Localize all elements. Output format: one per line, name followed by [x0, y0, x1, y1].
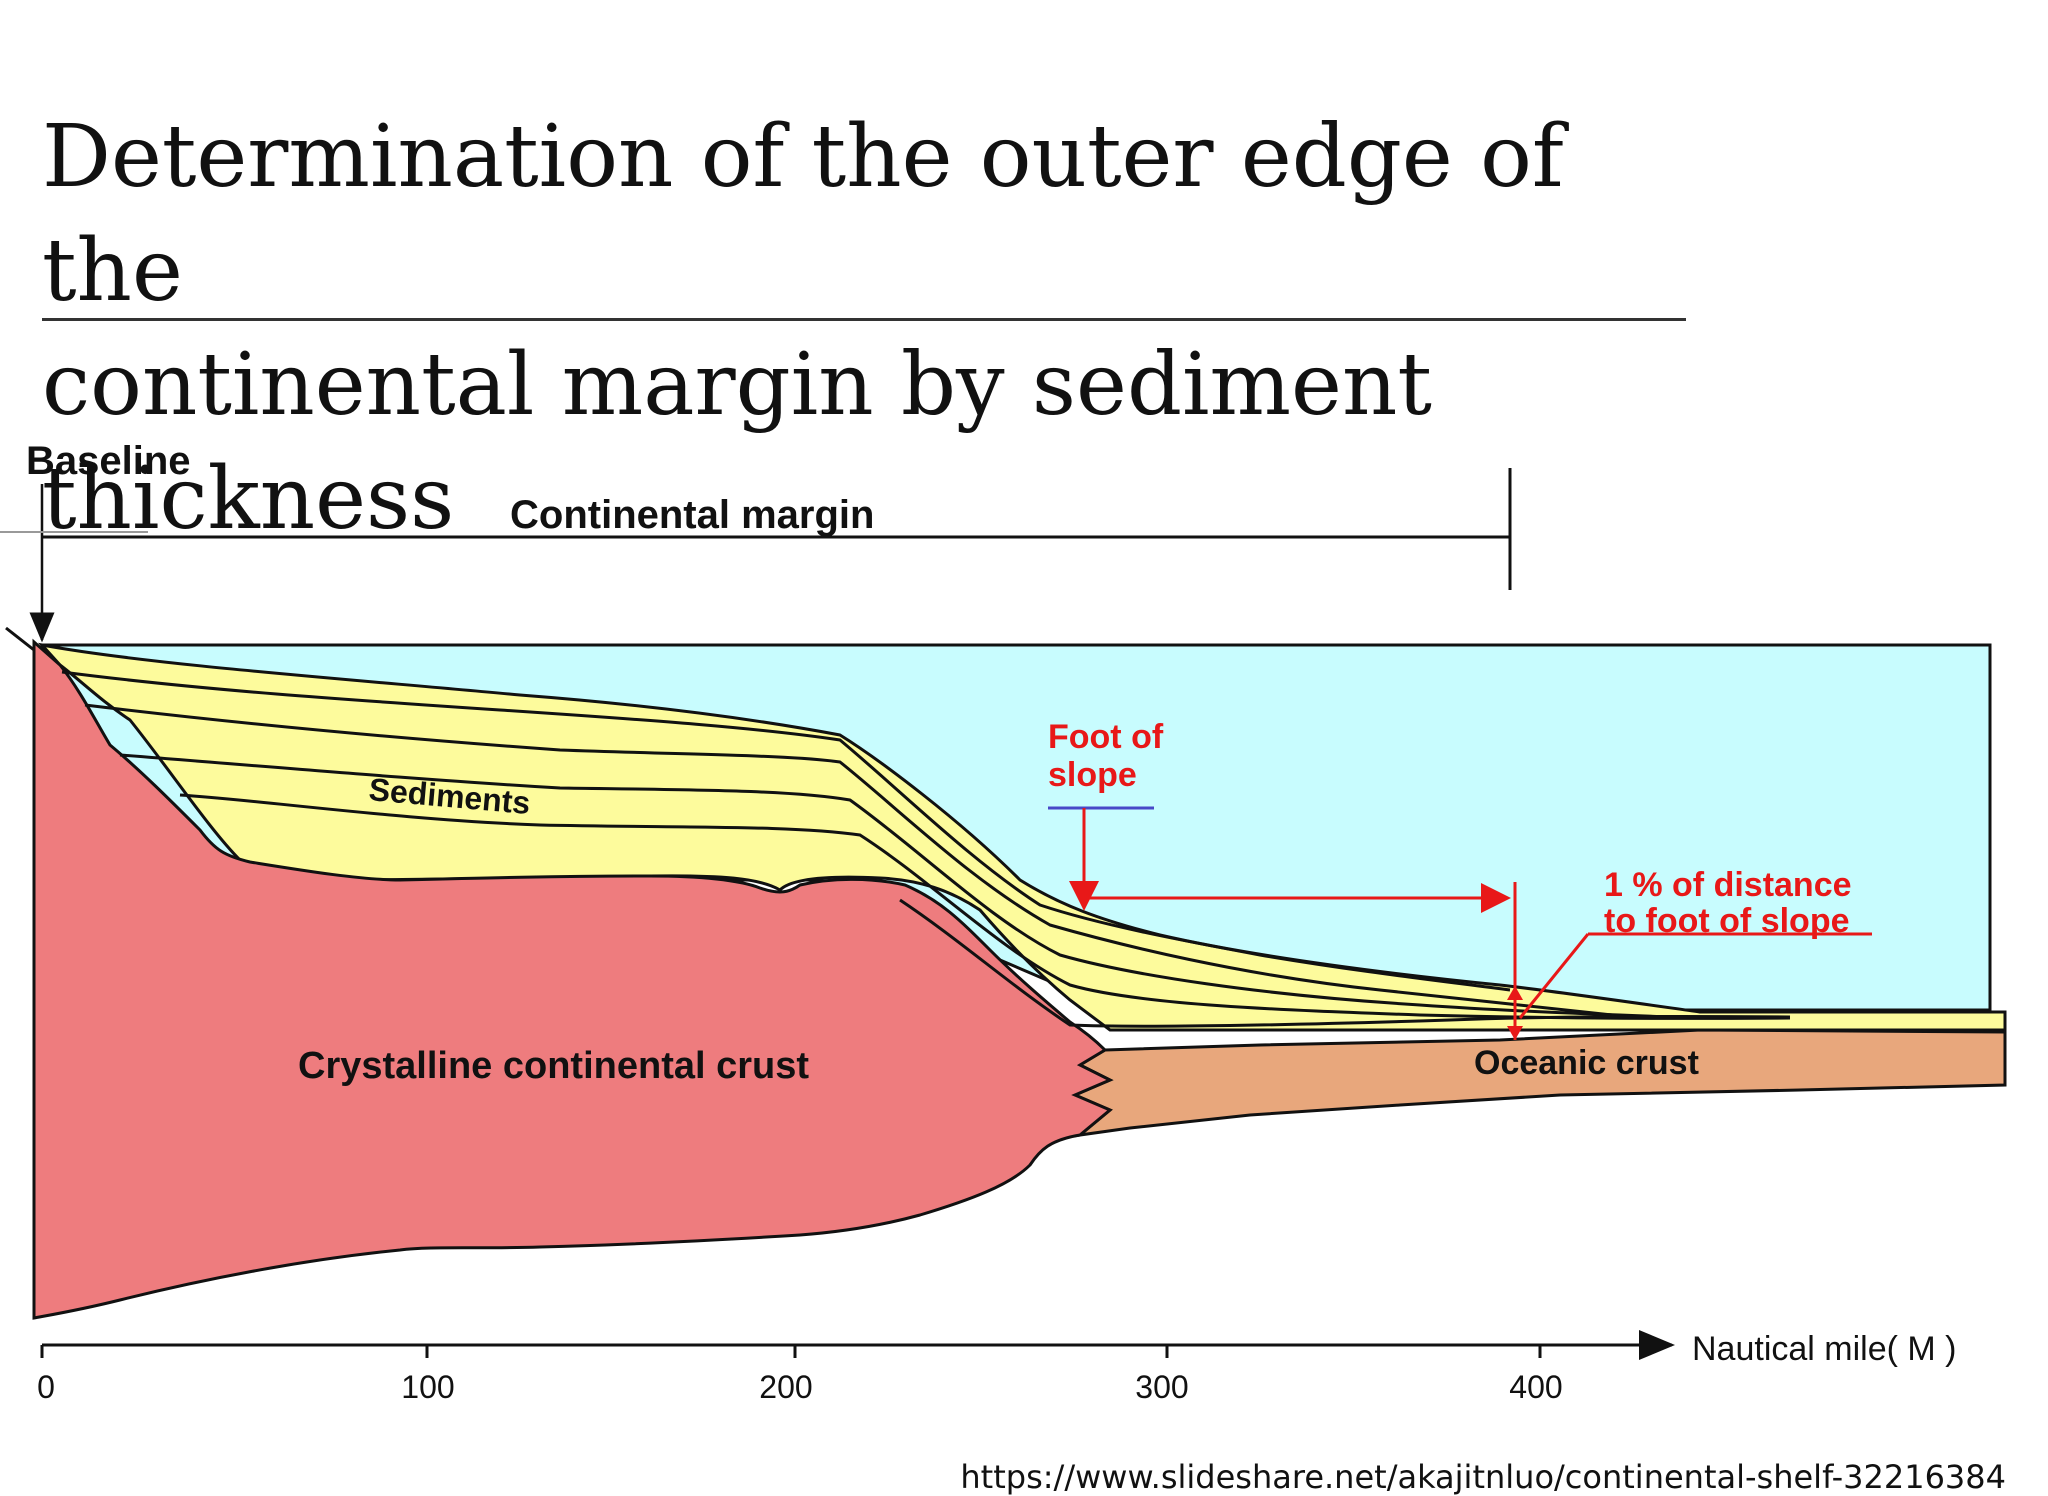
slide-title: Determination of the outer edge of the c… [42, 100, 1682, 556]
foot-of-slope-label-line-2: slope [1048, 756, 1137, 794]
continental-margin-label: Continental margin [510, 493, 874, 537]
sediment-layer-line-2 [84, 703, 1641, 1020]
x-tick-label-200: 200 [759, 1369, 812, 1405]
x-tick-label-100: 100 [401, 1369, 454, 1405]
foot-of-slope-label-line-1: Foot of [1048, 718, 1164, 756]
thickness-arrow-head-down [1507, 1026, 1523, 1040]
thickness-arrow-head-up [1507, 986, 1523, 1000]
sediment-layer-lines [61, 670, 1791, 1028]
title-underline [42, 318, 1686, 321]
x-tick-label-0: 0 [37, 1369, 55, 1405]
x-tick-label-400: 400 [1509, 1369, 1562, 1405]
one-percent-label-line-1: 1 % of distance [1604, 866, 1852, 904]
x-tick-label-300: 300 [1135, 1369, 1188, 1405]
sediment-layer-line-3 [119, 753, 1701, 1020]
coast-stub-line [5, 626, 35, 652]
oceanic-crust-label: Oceanic crust [1474, 1044, 1699, 1082]
crystalline-crust-label: Crystalline continental crust [298, 1045, 809, 1087]
title-line-1: Determination of the outer edge of the [42, 107, 1564, 321]
x-axis-ticks [40, 1345, 1542, 1358]
baseline-label: Baseline [26, 439, 191, 483]
one-percent-pointer [1518, 933, 1590, 1019]
x-axis-label: Nautical mile( M ) [1692, 1330, 1956, 1368]
sediment-layer-line-1 [61, 670, 1511, 992]
source-url: https://www.slideshare.net/akajitnluo/co… [960, 1458, 2006, 1496]
sediment-layer-line-4 [179, 793, 1791, 1020]
sediment-layer-line-5 [899, 898, 1791, 1028]
crystalline-continental-crust [32, 638, 1114, 1320]
